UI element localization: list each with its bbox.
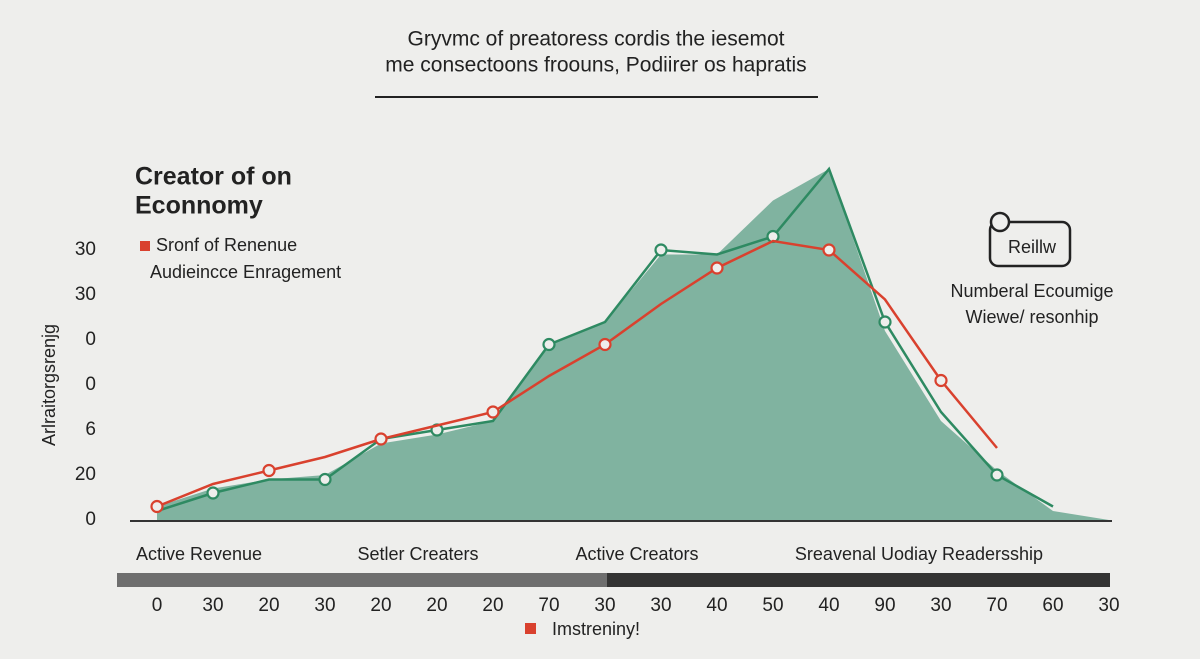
y-tick-label: 30 [75,239,96,260]
x-tick-label: 70 [538,595,559,616]
y-axis-label: Arlraitorgsrenjg [39,324,59,446]
point [822,243,836,257]
x-tick-label: 30 [1098,595,1119,616]
x-tick-label: 50 [762,595,783,616]
footer-swatch [525,623,536,634]
subtitle: Gryvmc of preatoress cordis the iesemot [408,28,785,51]
x-tick-label: 20 [482,595,503,616]
x-tick-label: 90 [874,595,895,616]
band-label: Sreavenal Uodiay Readersship [795,544,1043,564]
point [486,405,500,419]
band-label: Setler Creaters [357,544,478,564]
point [542,337,556,352]
side-note: Reillw Numberal Ecoumige Wiewe/ resonhip [950,211,1114,327]
band-bar [607,573,1110,587]
series-line [156,239,998,508]
point [262,463,276,478]
x-tick-label: 30 [594,595,615,616]
point [374,432,388,446]
point [710,261,724,275]
legend-swatch [140,241,150,251]
band-bar [117,573,607,587]
footer-label: Imstreniny! [552,619,640,639]
series-line [156,166,1054,513]
y-tick-label: 30 [75,284,96,305]
x-tick-label: 30 [202,595,223,616]
chart-title: Creator of on [135,163,292,191]
y-tick-label: 0 [85,329,96,350]
point [654,243,668,257]
point [934,373,948,388]
note-line: Numberal Ecoumige [950,281,1113,301]
x-tick-label: 60 [1042,595,1063,616]
x-tick-label: 30 [930,595,951,616]
y-tick-label: 6 [85,419,96,440]
band-label: Active Revenue [136,544,262,564]
area [157,169,1109,520]
point [206,486,220,500]
legend-label: Audieincce Enragement [150,262,341,282]
x-tick-label: 40 [818,595,839,616]
y-tick-label: 0 [85,374,96,395]
note-line: Wiewe/ resonhip [965,307,1098,327]
y-tick-label: 20 [75,464,96,485]
point [990,468,1004,482]
band-label: Active Creators [575,544,698,564]
y-tick-label: 0 [85,509,96,530]
point [598,337,612,352]
point [878,315,892,329]
x-tick-label: 20 [370,595,391,616]
icon-bubble [989,211,1011,233]
x-tick-label: 30 [314,595,335,616]
point [318,472,332,487]
legend-label: Sronf of Renenue [156,235,297,255]
x-tick-label: 20 [426,595,447,616]
x-tick-label: 70 [986,595,1007,616]
chart-title: Econnomy [135,192,263,220]
icon-label: Reillw [1008,237,1057,257]
x-tick-label: 40 [706,595,727,616]
x-tick-label: 30 [650,595,671,616]
icon-box [988,220,1072,268]
point [150,499,164,514]
x-tick-label: 0 [152,595,163,616]
x-tick-label: 20 [258,595,279,616]
subtitle: me consectoons froouns, Podiirer os hapr… [385,54,806,77]
